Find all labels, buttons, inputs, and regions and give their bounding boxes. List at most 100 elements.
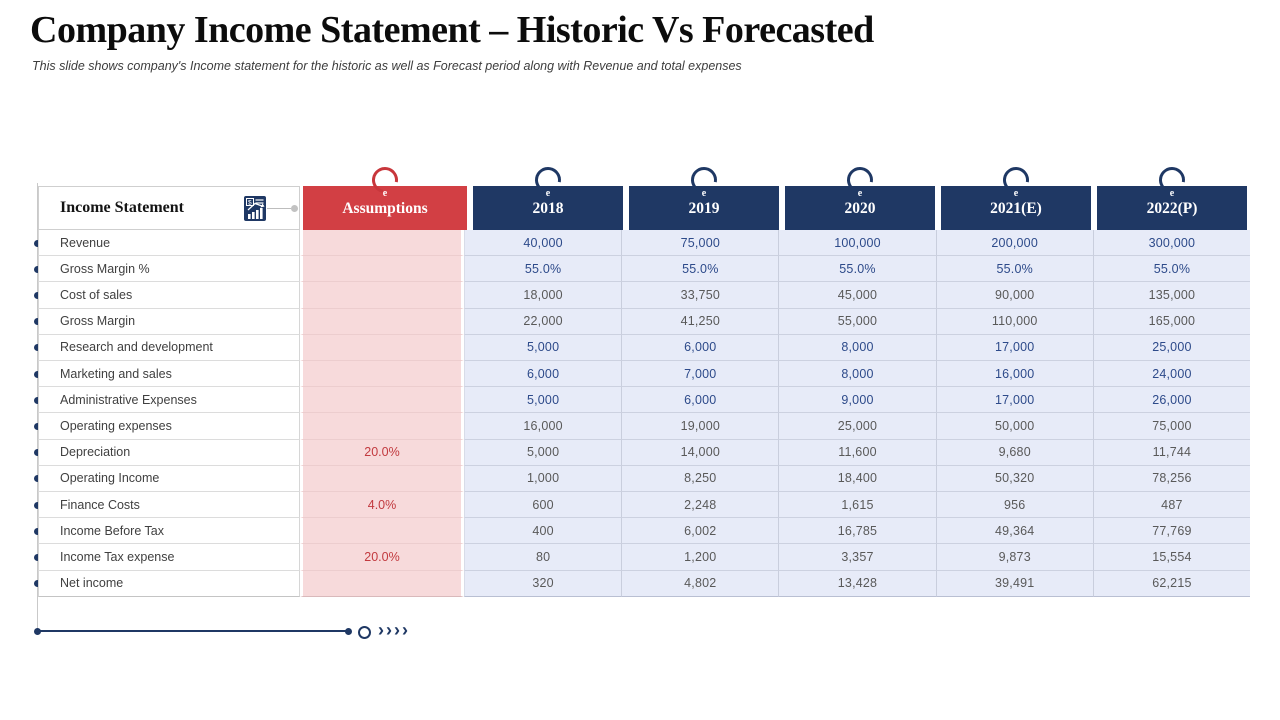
value-cell: 1,615: [779, 492, 937, 519]
assumption-cell: 20.0%: [300, 544, 464, 571]
assumption-cell: [300, 361, 464, 388]
value-cell: 3,357: [779, 544, 937, 571]
row-label-cell: Income Before Tax: [38, 518, 300, 545]
table-row: Gross Margin 22,000 41,250 55,000 110,000 165…: [38, 308, 1251, 335]
value-cell: 135,000: [1093, 282, 1251, 309]
value-cell: 8,000: [779, 361, 937, 388]
ring-hook-icon: e: [545, 188, 551, 199]
row-label-cell: Operating Income: [38, 465, 300, 493]
assumption-cell: [300, 230, 464, 257]
value-cell: 75,000: [1093, 413, 1251, 440]
ring-hook-icon: e: [1013, 188, 1019, 199]
table-body: Revenue 40,000 75,000 100,000 200,000 300,000…: [38, 230, 1251, 597]
value-cell: 5,000: [464, 334, 623, 362]
assumption-cell: [300, 334, 464, 362]
value-cell: 6,002: [622, 518, 780, 545]
row-bullet-icon: [34, 370, 41, 378]
ring-icon: [841, 161, 879, 199]
row-bullet-icon: [34, 423, 41, 431]
table-row: Administrative Expenses 5,000 6,000 9,000 17…: [38, 387, 1251, 414]
year-column-header-2019: e 2019: [629, 161, 779, 230]
value-cell: 18,400: [779, 465, 937, 493]
assumption-cell: [300, 413, 464, 440]
value-cell: 16,000: [464, 413, 623, 440]
assumption-cell: 20.0%: [300, 439, 464, 466]
row-label-cell: Revenue: [38, 230, 300, 257]
row-bullet-icon: [34, 239, 41, 247]
assumptions-header-label: Assumptions: [342, 200, 428, 217]
row-label-cell: Administrative Expenses: [38, 387, 300, 414]
year-column-header-2020: e 2020: [785, 161, 935, 230]
left-rail-line: [37, 183, 38, 632]
value-cell: 1,200: [622, 544, 780, 571]
value-cell: 50,320: [936, 465, 1094, 493]
row-bullet-icon: [34, 527, 41, 535]
value-cell: 956: [936, 492, 1094, 519]
table-row: Finance Costs 4.0% 600 2,248 1,615 956 487: [38, 492, 1251, 519]
value-cell: 22,000: [464, 308, 623, 335]
value-cell: 600: [464, 492, 623, 519]
value-cell: 50,000: [936, 413, 1094, 440]
ring-hook-icon: e: [1169, 188, 1175, 199]
row-bullet-icon: [34, 344, 41, 352]
row-label-cell: Cost of sales: [38, 282, 300, 309]
value-cell: 400: [464, 518, 623, 545]
value-cell: 7,000: [622, 361, 780, 388]
year-header-label: 2019: [688, 200, 720, 217]
value-cell: 55,000: [779, 308, 937, 335]
table-row: Net income 320 4,802 13,428 39,491 62,215: [38, 570, 1251, 597]
assumption-cell: [300, 256, 464, 283]
row-label-cell: Gross Margin: [38, 308, 300, 335]
value-cell: 55.0%: [1093, 256, 1251, 283]
year-header-label: 2022(P): [1146, 200, 1198, 217]
value-cell: 13,428: [779, 570, 937, 597]
value-cell: 9,680: [936, 439, 1094, 466]
value-cell: 77,769: [1093, 518, 1251, 545]
value-cell: 17,000: [936, 387, 1094, 414]
value-cell: 8,250: [622, 465, 780, 493]
value-cell: 487: [1093, 492, 1251, 519]
value-cell: 9,000: [779, 387, 937, 414]
table-row: Revenue 40,000 75,000 100,000 200,000 300,000: [38, 230, 1251, 257]
table-row: Gross Margin % 55.0% 55.0% 55.0% 55.0% 55.0%: [38, 256, 1251, 283]
financial-report-icon: $: [244, 195, 266, 221]
year-header-label: 2021(E): [990, 200, 1042, 217]
value-cell: 55.0%: [622, 256, 780, 283]
page-subtitle: This slide shows company's Income statem…: [32, 59, 742, 73]
value-cell: 90,000: [936, 282, 1094, 309]
timeline-start-dot: [34, 628, 41, 635]
row-bullet-icon: [34, 554, 41, 562]
value-cell: 16,785: [779, 518, 937, 545]
value-cell: 26,000: [1093, 387, 1251, 414]
table-row: Income Before Tax 400 6,002 16,785 49,364 77,…: [38, 518, 1251, 545]
assumption-cell: [300, 387, 464, 414]
value-cell: 75,000: [622, 230, 780, 257]
ring-icon: [997, 161, 1035, 199]
assumptions-column-header: e Assumptions: [303, 161, 467, 230]
assumption-cell: 4.0%: [300, 492, 464, 519]
row-bullets: [34, 230, 42, 598]
row-bullet-icon: [34, 318, 41, 326]
row-label-cell: Gross Margin %: [38, 256, 300, 283]
connector-line: [267, 207, 291, 209]
forward-chevrons-icon: ››››: [378, 620, 410, 640]
value-cell: 55.0%: [936, 256, 1094, 283]
value-cell: 4,802: [622, 570, 780, 597]
connector-dot-icon: [291, 204, 298, 212]
timeline-line: [37, 630, 349, 632]
row-bullet-icon: [34, 475, 41, 483]
value-cell: 55.0%: [464, 256, 623, 283]
value-cell: 17,000: [936, 334, 1094, 362]
row-label-cell: Net income: [38, 570, 300, 597]
value-cell: 15,554: [1093, 544, 1251, 571]
table-row: Research and development 5,000 6,000 8,000 1…: [38, 334, 1251, 362]
value-cell: 80: [464, 544, 623, 571]
value-cell: 6,000: [464, 361, 623, 388]
value-cell: 320: [464, 570, 623, 597]
value-cell: 1,000: [464, 465, 623, 493]
row-bullet-icon: [34, 580, 41, 588]
row-label-cell: Finance Costs: [38, 492, 300, 519]
year-column-header-2022p: e 2022(P): [1097, 161, 1247, 230]
value-cell: 165,000: [1093, 308, 1251, 335]
ring-icon: [685, 161, 723, 199]
